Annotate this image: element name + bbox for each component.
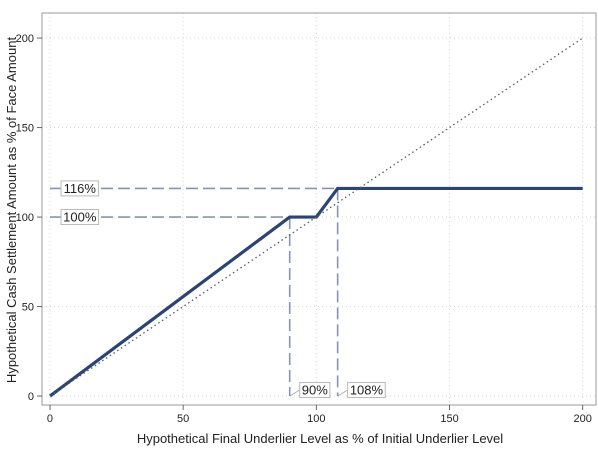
label-100pct-text: 100%	[63, 210, 97, 225]
y-tick-label-100: 100	[16, 212, 34, 224]
label-116pct-box	[60, 180, 100, 197]
label-100pct: 100%	[60, 209, 100, 226]
annotation-labels: 116% 100% 90% 108%	[60, 180, 386, 399]
x-tick-label-150: 150	[440, 413, 458, 425]
label-108pct-text: 108%	[350, 383, 384, 398]
series-layer	[49, 37, 584, 398]
x-tick-label-0: 0	[47, 413, 53, 425]
y-tick-label-150: 150	[16, 123, 34, 135]
tick-labels: 0 50 100 150 200 0 50 100 150 200	[16, 33, 592, 425]
reference-diagonal-line	[49, 37, 584, 397]
x-tick-label-100: 100	[307, 413, 325, 425]
x-axis-title: Hypothetical Final Underlier Level as % …	[137, 431, 503, 446]
leader-108pct	[337, 389, 348, 397]
label-90pct-box	[299, 382, 331, 399]
label-116pct: 116%	[60, 180, 100, 197]
x-tick-label-200: 200	[574, 413, 592, 425]
label-116pct-text: 116%	[64, 181, 97, 196]
y-tick-label-0: 0	[28, 391, 34, 403]
plot-frame	[41, 12, 597, 406]
payoff-line	[49, 186, 583, 398]
label-100pct-box	[60, 209, 100, 226]
label-108pct: 108%	[347, 382, 386, 399]
y-tick-label-50: 50	[22, 302, 34, 314]
x-tick-label-50: 50	[177, 413, 189, 425]
label-90pct-text: 90%	[302, 383, 328, 398]
label-108pct-box	[347, 382, 386, 399]
y-axis-title: Hypothetical Cash Settlement Amount as %…	[4, 37, 19, 384]
y-tick-label-200: 200	[16, 33, 34, 45]
leader-90pct	[289, 389, 300, 397]
label-90pct: 90%	[299, 382, 331, 399]
